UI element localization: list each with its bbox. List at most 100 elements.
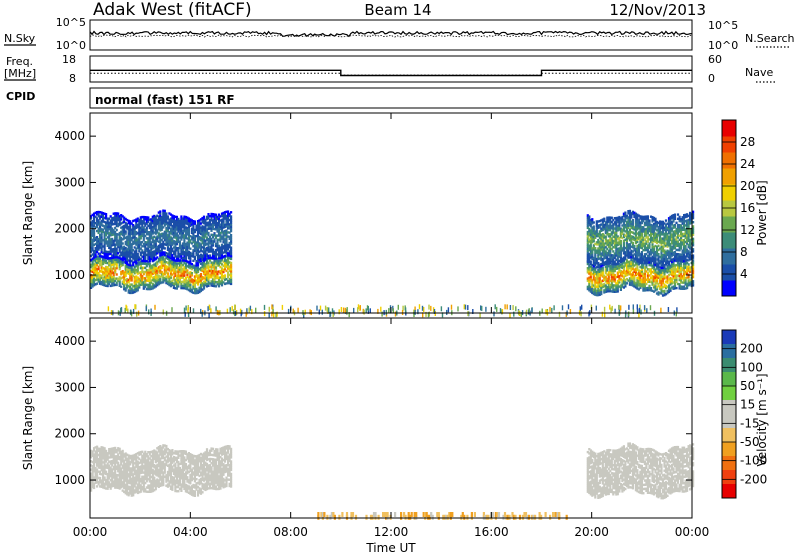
power-cell bbox=[216, 249, 219, 252]
power-cell bbox=[222, 241, 225, 244]
power-cell bbox=[111, 278, 114, 281]
frequency-panel: Freq. [MHz] 18 8 60 0 Nave bbox=[4, 53, 776, 85]
power-cell bbox=[670, 241, 674, 245]
power-cell bbox=[654, 270, 657, 273]
power-cell bbox=[165, 212, 168, 215]
power-cell bbox=[97, 280, 100, 283]
power-cell bbox=[592, 262, 595, 266]
power-cell bbox=[673, 238, 677, 241]
power-cell bbox=[666, 285, 669, 289]
power-cell bbox=[177, 249, 180, 252]
power-cell bbox=[178, 276, 181, 280]
power-cell bbox=[102, 214, 105, 217]
power-cell bbox=[637, 227, 640, 230]
power-cell bbox=[138, 277, 141, 281]
power-cell bbox=[631, 227, 634, 230]
power-cell bbox=[646, 288, 649, 292]
power-cell bbox=[97, 259, 100, 262]
power-cell bbox=[625, 277, 628, 281]
power-cell bbox=[675, 270, 678, 273]
power-cell bbox=[154, 285, 157, 288]
power-cell bbox=[673, 268, 677, 271]
power-cell bbox=[118, 263, 121, 267]
power-cell bbox=[627, 269, 630, 272]
power-cell bbox=[661, 233, 665, 236]
power-cell bbox=[129, 266, 132, 270]
power-cell bbox=[127, 291, 130, 294]
power-cell bbox=[129, 257, 132, 261]
power-cell bbox=[163, 258, 166, 261]
power-cell bbox=[607, 265, 610, 268]
power-cell bbox=[609, 241, 612, 244]
power-cell bbox=[108, 244, 111, 247]
power-cell bbox=[186, 229, 189, 232]
power-cell bbox=[692, 244, 695, 247]
power-cell bbox=[162, 234, 165, 237]
power-cell bbox=[676, 266, 680, 269]
power-cell bbox=[607, 228, 610, 232]
power-cell bbox=[633, 283, 636, 286]
power-cell bbox=[613, 276, 616, 279]
power-cell bbox=[627, 253, 630, 257]
power-cell bbox=[162, 209, 165, 212]
power-cell bbox=[186, 260, 189, 263]
power-cell bbox=[609, 226, 612, 230]
velocity-cell bbox=[90, 476, 93, 480]
power-cell bbox=[609, 247, 612, 251]
power-cell bbox=[169, 257, 172, 260]
power-cell bbox=[673, 285, 677, 288]
power-cell bbox=[181, 225, 184, 229]
power-cell bbox=[202, 221, 206, 225]
power-cell bbox=[120, 260, 123, 263]
power-cell bbox=[604, 260, 607, 264]
power-cell bbox=[177, 217, 180, 221]
power-cell bbox=[661, 269, 665, 272]
power-cell bbox=[139, 243, 142, 246]
power-cell bbox=[199, 230, 203, 234]
power-cell bbox=[168, 241, 171, 244]
power-cell bbox=[637, 263, 640, 266]
power-cell bbox=[228, 261, 231, 264]
power-cell bbox=[607, 226, 610, 230]
power-cell bbox=[230, 240, 233, 243]
power-cell bbox=[610, 216, 613, 219]
power-cell bbox=[633, 215, 636, 219]
power-cell bbox=[601, 311, 604, 317]
power-cell bbox=[648, 229, 651, 233]
power-cell bbox=[193, 269, 196, 272]
power-cell bbox=[646, 223, 649, 226]
power-cell bbox=[672, 281, 675, 284]
power-cell bbox=[592, 278, 595, 281]
power-cell bbox=[670, 260, 674, 263]
power-cell bbox=[589, 223, 592, 226]
power-cell bbox=[141, 275, 144, 278]
power-cell bbox=[166, 248, 169, 252]
power-cell bbox=[178, 266, 181, 269]
power-cell bbox=[142, 255, 145, 258]
power-cell bbox=[190, 252, 193, 255]
power-cell bbox=[202, 217, 206, 221]
power-cell bbox=[678, 278, 681, 282]
power-cell bbox=[201, 246, 204, 249]
power-cell bbox=[157, 215, 160, 218]
power-cell bbox=[145, 260, 148, 263]
power-cell bbox=[124, 230, 127, 233]
power-cell bbox=[619, 265, 622, 269]
power-cell bbox=[220, 235, 224, 238]
power-cell bbox=[597, 271, 600, 274]
power-cell bbox=[166, 229, 169, 233]
power-cell bbox=[156, 220, 159, 224]
power-cell bbox=[129, 224, 132, 227]
power-cell bbox=[97, 215, 100, 218]
power-cell bbox=[607, 275, 610, 278]
power-cell bbox=[689, 266, 692, 270]
power-cell bbox=[93, 225, 96, 228]
power-cell bbox=[162, 276, 165, 280]
power-cell bbox=[102, 281, 105, 284]
power-cell bbox=[133, 265, 136, 269]
power-cell bbox=[598, 244, 601, 248]
power-cell bbox=[142, 245, 145, 248]
power-cell bbox=[144, 222, 147, 225]
power-cell bbox=[680, 232, 683, 235]
